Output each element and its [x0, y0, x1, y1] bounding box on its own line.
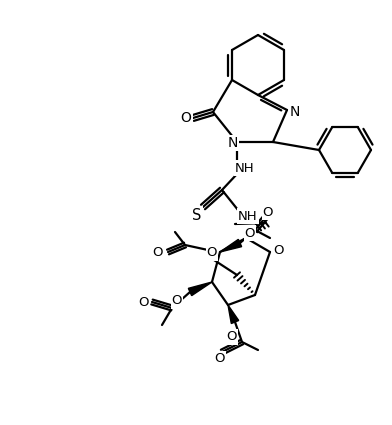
Text: N: N [228, 136, 238, 150]
Text: S: S [192, 207, 202, 223]
Text: N: N [290, 105, 300, 119]
Polygon shape [220, 239, 241, 252]
Polygon shape [188, 282, 212, 296]
Text: NH: NH [235, 162, 255, 175]
Text: O: O [263, 206, 273, 218]
Text: O: O [139, 295, 149, 309]
Text: O: O [172, 295, 182, 308]
Text: O: O [215, 352, 225, 366]
Text: NH: NH [238, 210, 258, 223]
Text: O: O [274, 244, 284, 257]
Text: O: O [245, 227, 255, 240]
Text: O: O [227, 331, 237, 343]
Text: O: O [153, 246, 163, 258]
Text: O: O [181, 111, 191, 125]
Text: O: O [207, 246, 217, 260]
Polygon shape [228, 305, 239, 323]
